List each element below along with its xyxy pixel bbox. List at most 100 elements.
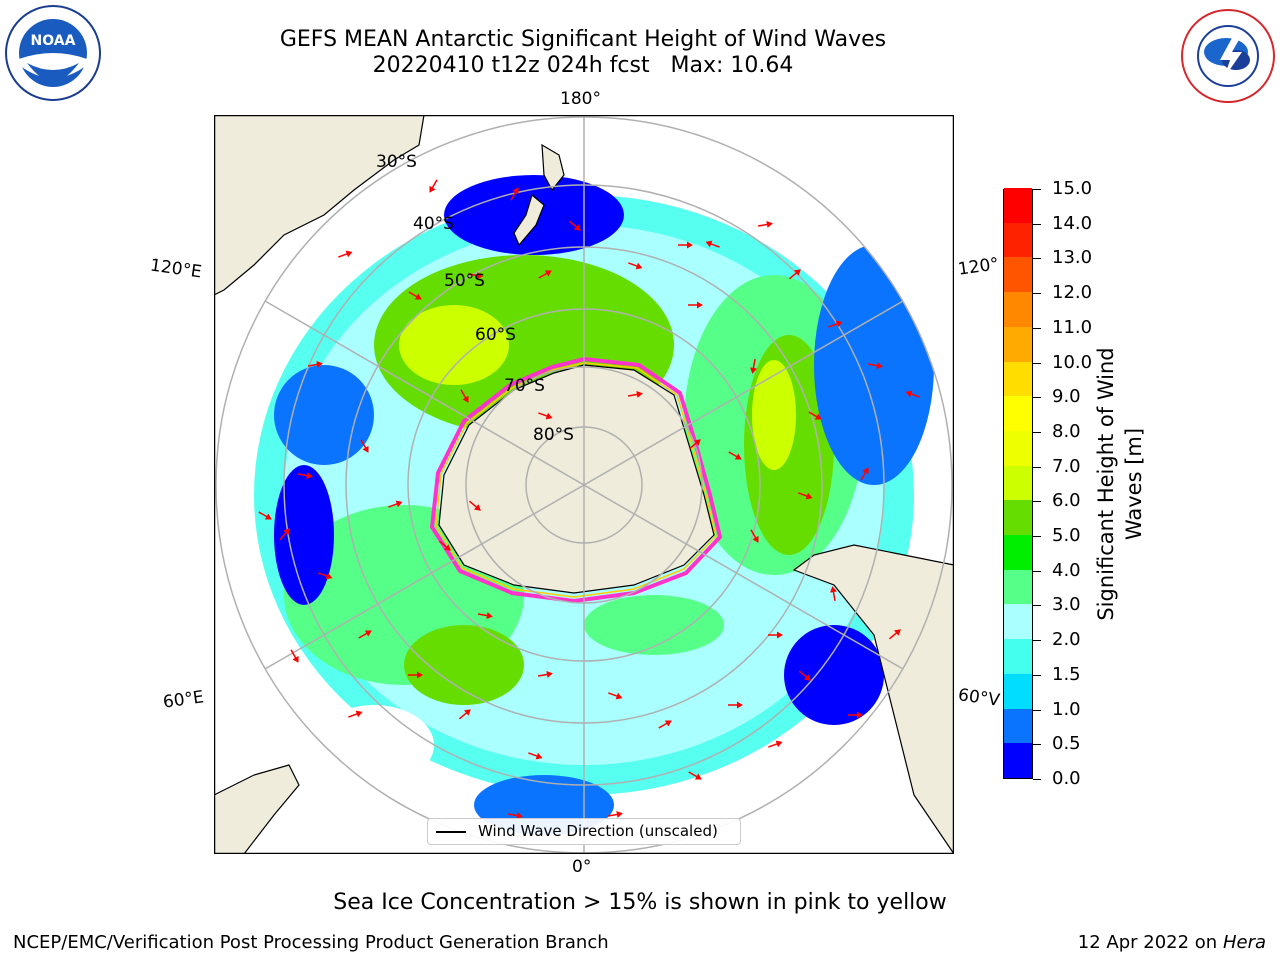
- wind-arrow: [348, 710, 363, 718]
- lon-label-upper-left: 120°E: [148, 255, 203, 283]
- wind-arrow: [408, 291, 422, 300]
- wind-arrow: [307, 361, 323, 368]
- wind-arrow: [627, 391, 643, 398]
- wind-arrow: [658, 720, 672, 729]
- footer-date-text: 12 Apr 2022 on: [1077, 932, 1223, 953]
- wind-arrow: [538, 270, 552, 279]
- colorbar-tick: [1033, 779, 1041, 780]
- wind-arrow: [537, 671, 553, 678]
- lon-label-upper-right: 120°: [956, 254, 1001, 280]
- wind-arrow: [608, 692, 623, 700]
- colorbar-tick: [1033, 640, 1041, 641]
- colorbar-segment: [1004, 708, 1032, 744]
- wind-arrow: [798, 670, 811, 681]
- footer-host: Hera: [1222, 932, 1266, 953]
- colorbar-tick-label: 13.0: [1052, 247, 1093, 268]
- lat-label-40s: 40°S: [413, 214, 454, 234]
- wind-arrow: [860, 467, 869, 481]
- colorbar-tick: [1033, 293, 1041, 294]
- wind-arrow: [728, 451, 742, 460]
- wind-arrow: [318, 572, 333, 580]
- colorbar-segment: [1004, 326, 1032, 362]
- lon-label-lower-left: 60°E: [161, 687, 206, 713]
- wind-arrow: [297, 472, 313, 479]
- colorbar: [1003, 187, 1033, 779]
- lon-label-lower-right: 60°V: [956, 685, 1001, 711]
- wind-arrow: [510, 187, 519, 201]
- arrow-legend: Wind Wave Direction (unscaled): [427, 818, 741, 845]
- colorbar-segment: [1004, 534, 1032, 570]
- noaa-logo: NOAA: [5, 5, 101, 101]
- wind-arrow: [808, 411, 822, 420]
- colorbar-tick: [1033, 224, 1041, 225]
- colorbar-tick: [1033, 710, 1041, 711]
- wind-arrows: [258, 179, 920, 819]
- colorbar-tick: [1033, 363, 1041, 364]
- title-line-1: GEFS MEAN Antarctic Significant Height o…: [279, 27, 887, 52]
- colorbar-tick: [1033, 744, 1041, 745]
- wind-arrow: [688, 301, 703, 309]
- title-line-2: 20220410 t12z 024h fcst Max: 10.64: [372, 53, 794, 78]
- wind-arrow: [848, 711, 863, 719]
- colorbar-segment: [1004, 673, 1032, 709]
- lon-label-top: 180°: [560, 89, 601, 109]
- colorbar-tick: [1033, 501, 1041, 502]
- colorbar-tick-label: 1.0: [1052, 699, 1081, 720]
- lat-label-30s: 30°S: [376, 152, 417, 172]
- colorbar-segment: [1004, 569, 1032, 605]
- colorbar-segment: [1004, 742, 1032, 778]
- wind-arrow: [628, 262, 643, 270]
- sea-ice-caption: Sea Ice Concentration > 15% is shown in …: [333, 890, 947, 915]
- colorbar-tick-label: 5.0: [1052, 525, 1081, 546]
- wind-arrow: [528, 752, 543, 760]
- colorbar-tick-label: 0.0: [1052, 768, 1081, 789]
- wind-arrow: [798, 492, 813, 500]
- wind-arrow: [768, 740, 783, 748]
- wind-arrow: [338, 250, 353, 258]
- wind-arrow: [888, 629, 901, 640]
- footer-credit: NCEP/EMC/Verification Post Processing Pr…: [13, 932, 609, 953]
- wind-arrow: [507, 812, 523, 819]
- colorbar-tick: [1033, 571, 1041, 572]
- colorbar-segment: [1004, 187, 1032, 223]
- colorbar-segment: [1004, 465, 1032, 501]
- wind-arrow: [258, 511, 272, 520]
- wind-arrow: [429, 179, 438, 193]
- colorbar-tick-label: 7.0: [1052, 456, 1081, 477]
- colorbar-tick: [1033, 397, 1041, 398]
- wind-arrow: [467, 272, 483, 279]
- lat-label-80s: 80°S: [533, 425, 574, 445]
- lon-label-bottom: 0°: [572, 857, 592, 877]
- colorbar-tick-label: 9.0: [1052, 386, 1081, 407]
- wind-arrow: [408, 671, 423, 679]
- map-panel: 30°S 40°S 50°S 60°S 70°S 80°S: [213, 114, 955, 855]
- wind-arrow: [290, 649, 299, 663]
- colorbar-tick: [1033, 258, 1041, 259]
- colorbar-tick-label: 15.0: [1052, 178, 1093, 199]
- wind-arrow: [458, 709, 471, 720]
- lat-label-60s: 60°S: [475, 325, 516, 345]
- graticule: [215, 115, 953, 854]
- colorbar-segment: [1004, 395, 1032, 431]
- wind-arrow: [468, 500, 481, 511]
- wind-arrow: [757, 221, 773, 228]
- colorbar-tick: [1033, 675, 1041, 676]
- sea-ice-edge: [429, 356, 723, 604]
- colorbar-segment: [1004, 222, 1032, 258]
- wind-arrow: [460, 389, 469, 403]
- wind-arrow: [477, 612, 493, 619]
- colorbar-tick-label: 1.5: [1052, 664, 1081, 685]
- footer-date: 12 Apr 2022 on Hera: [1078, 932, 1266, 953]
- legend-line-swatch: [436, 831, 466, 833]
- wind-arrow: [538, 412, 553, 420]
- colorbar-title: Significant Height of Wind Waves [m]: [1094, 347, 1146, 621]
- wind-arrow: [678, 241, 693, 249]
- colorbar-segment: [1004, 291, 1032, 327]
- chart-title: GEFS MEAN Antarctic Significant Height o…: [200, 27, 966, 79]
- colorbar-tick-label: 2.0: [1052, 629, 1081, 650]
- colorbar-tick-label: 12.0: [1052, 282, 1093, 303]
- wind-arrow: [867, 362, 883, 369]
- noaa-logo-text: NOAA: [31, 33, 76, 49]
- colorbar-tick: [1033, 189, 1041, 190]
- wind-arrow: [828, 320, 843, 328]
